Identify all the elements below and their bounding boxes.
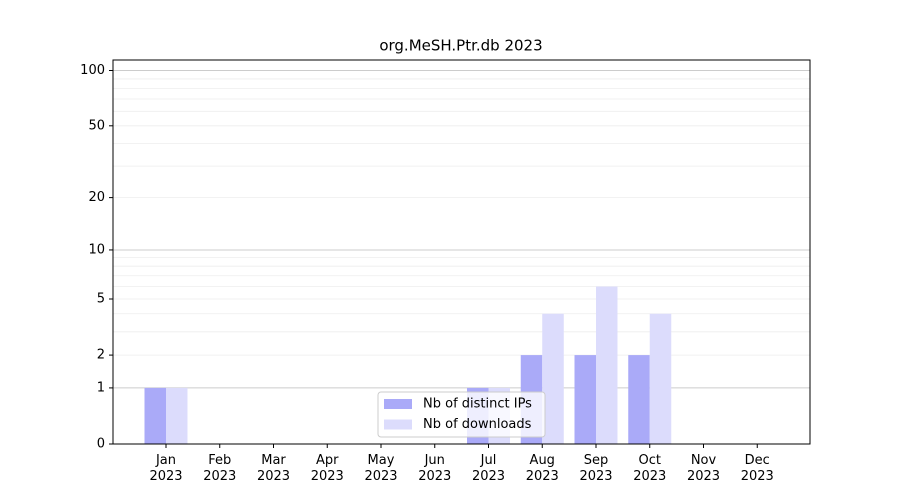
bar <box>166 387 188 444</box>
x-tick-label: Mar 2023 <box>256 453 291 484</box>
x-tick-label: Apr 2023 <box>310 453 344 484</box>
x-tick-label: Sep 2023 <box>579 453 613 484</box>
x-tick-label: Oct 2023 <box>633 453 667 484</box>
bar <box>649 313 672 444</box>
y-tick-label: 10 <box>88 242 105 257</box>
legend-swatch <box>384 399 412 409</box>
y-tick-label: 0 <box>97 437 105 452</box>
x-tick-label: Aug 2023 <box>525 453 559 484</box>
x-tick-label: Jul 2023 <box>471 453 506 484</box>
chart-title: org.MeSH.Ptr.db 2023 <box>379 37 542 55</box>
legend-label: Nb of downloads <box>423 417 532 432</box>
x-tick-label: Jan 2023 <box>149 453 183 484</box>
legend-label: Nb of distinct IPs <box>423 397 532 412</box>
x-tick-label: Feb 2023 <box>203 453 237 484</box>
y-tick-label: 100 <box>80 63 105 78</box>
y-tick-label: 2 <box>97 348 105 363</box>
y-tick-label: 1 <box>97 380 105 395</box>
x-tick-label: Dec 2023 <box>740 453 774 484</box>
plot-frame <box>112 59 811 445</box>
y-tick-label: 20 <box>88 190 105 205</box>
x-tick-label: May 2023 <box>364 453 398 484</box>
legend-swatch <box>384 419 412 430</box>
legend-box <box>377 391 546 438</box>
bar <box>542 313 564 444</box>
x-tick-label: Nov 2023 <box>686 453 721 484</box>
bar <box>596 286 618 444</box>
bar <box>144 387 166 444</box>
bar <box>574 355 596 444</box>
y-tick-label: 50 <box>88 118 105 133</box>
y-tick-label: 5 <box>97 291 105 306</box>
x-tick-label: Jun 2023 <box>418 453 452 484</box>
bar <box>628 355 650 444</box>
